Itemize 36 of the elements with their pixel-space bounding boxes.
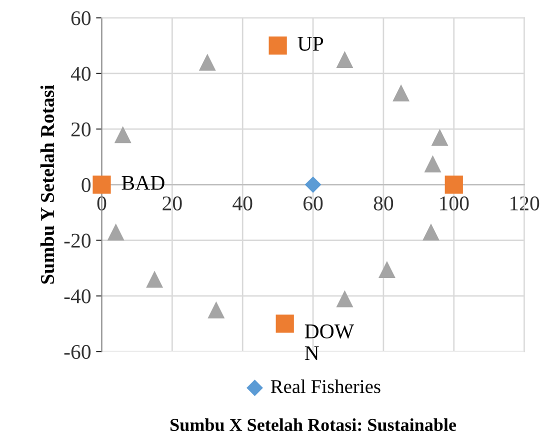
x-tick-label: 120 <box>510 196 540 210</box>
point <box>444 176 463 194</box>
point <box>424 155 442 172</box>
annotation: UP <box>298 36 324 51</box>
y-axis-title: Sumbu Y Setelah Rotasi <box>40 84 54 284</box>
point <box>392 84 410 102</box>
y-tick-label: 0 <box>82 178 91 192</box>
y-tick-label: -20 <box>64 234 91 248</box>
point <box>268 36 287 55</box>
y-tick-label: -60 <box>64 344 91 359</box>
x-axis-title: Sumbu X Setelah Rotasi: Sustainable <box>170 418 456 432</box>
point <box>198 54 216 71</box>
point <box>146 270 164 288</box>
point <box>304 176 322 193</box>
point <box>107 223 124 240</box>
y-tick-label: 60 <box>71 11 91 26</box>
point <box>431 128 448 146</box>
x-tick-label: 40 <box>232 196 252 210</box>
annotation: BAD <box>122 176 164 190</box>
point <box>422 223 440 240</box>
point <box>114 126 132 144</box>
point <box>276 314 294 333</box>
legend-label: Real Fisheries <box>270 379 380 394</box>
point <box>92 176 111 194</box>
x-tick-label: 100 <box>440 196 469 210</box>
annotation: DOW N <box>304 324 354 360</box>
point <box>336 51 354 68</box>
point <box>336 290 354 308</box>
point <box>208 301 225 318</box>
x-tick-label: 80 <box>374 196 394 210</box>
y-tick-label: -40 <box>64 289 91 304</box>
point <box>378 261 396 278</box>
y-tick-label: 40 <box>70 66 91 81</box>
x-tick-label: 60 <box>304 196 323 210</box>
y-tick-label: 20 <box>71 122 91 136</box>
x-tick-label: 20 <box>162 196 182 210</box>
